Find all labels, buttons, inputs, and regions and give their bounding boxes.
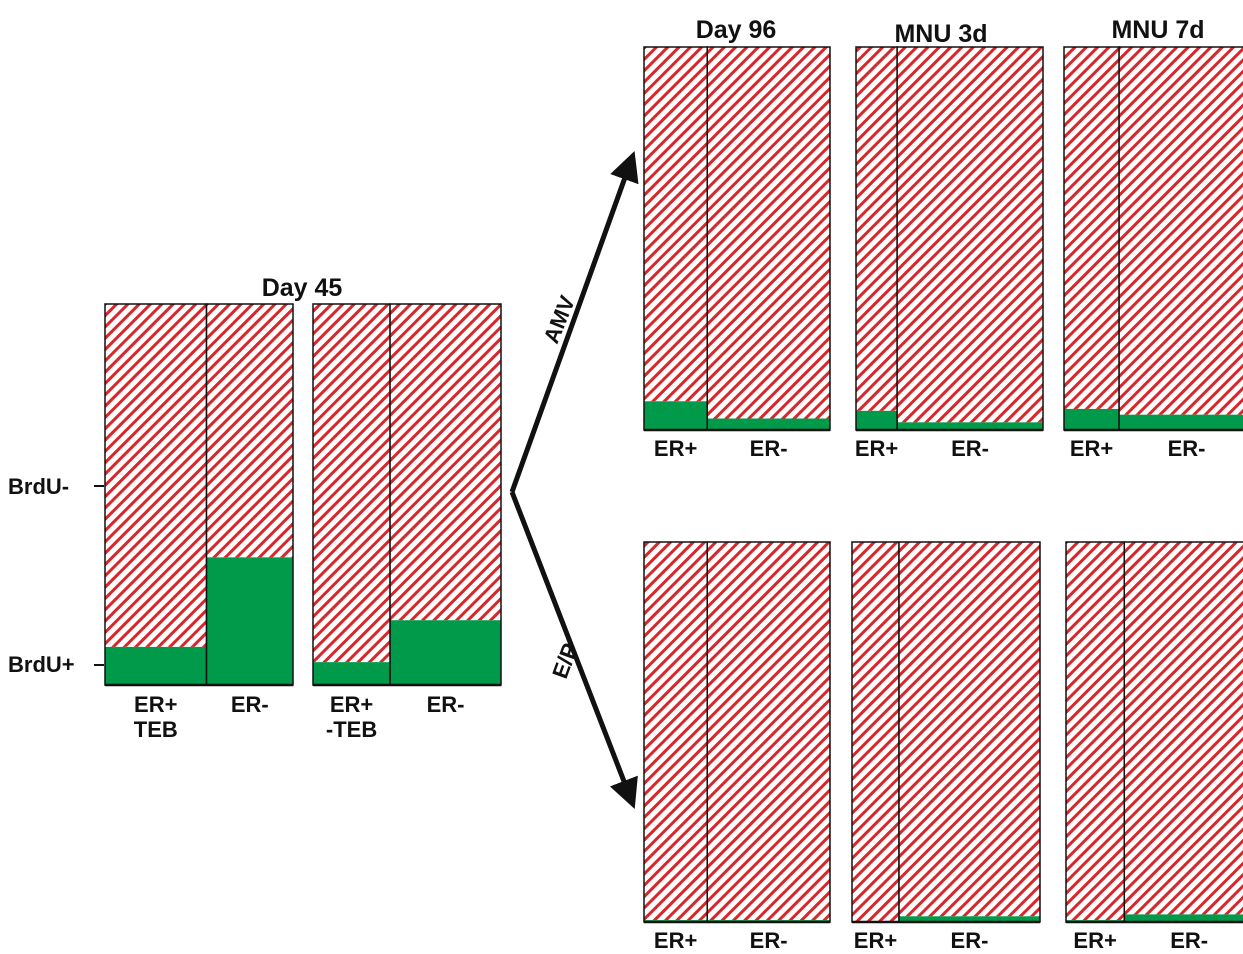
bar-brdu-positive (897, 422, 1043, 430)
panel-ep-mnu7d: ER+ ER- (1065, 541, 1243, 953)
bar-brdu-negative (856, 47, 898, 411)
column-label: ER- (1168, 436, 1206, 461)
column-label: ER- (951, 436, 989, 461)
bar-brdu-negative (707, 47, 830, 419)
bar-brdu-negative (707, 542, 830, 921)
panel-title: Day 45 (262, 274, 343, 302)
column-label: -TEB (326, 717, 377, 742)
bar-brdu-positive (206, 557, 293, 685)
column-label: ER- (750, 928, 788, 953)
column-label: ER- (427, 692, 465, 717)
bar-brdu-negative (105, 304, 207, 647)
column-label: ER- (750, 436, 788, 461)
bar-brdu-negative (1124, 542, 1243, 915)
panel-day45-teb: ER+TEB ER- Day 45 (104, 274, 343, 742)
arrow-ep (509, 491, 638, 809)
bar-brdu-positive (1124, 914, 1243, 922)
bar-brdu-positive (390, 620, 501, 685)
column-label: ER- (951, 928, 989, 953)
column-label: ER+ (134, 692, 177, 717)
column-label: ER+ (854, 928, 897, 953)
bar-brdu-positive (105, 646, 207, 685)
column-label: ER- (1170, 928, 1208, 953)
column-label: ER- (231, 692, 269, 717)
panel-ep-mnu3d: ER+ ER- (851, 541, 1041, 953)
column-label: ER+ (1073, 928, 1116, 953)
bar-brdu-negative (644, 47, 708, 402)
axis-label-brdu-positive: BrdU+ (8, 652, 75, 677)
bar-brdu-negative (390, 304, 501, 621)
panel-amv-day96: ER+ ER- Day 96 (643, 16, 831, 461)
arrow-label-ep: E/P (547, 640, 583, 682)
column-label: ER+ (1070, 436, 1113, 461)
bar-brdu-positive (707, 418, 830, 430)
column-label: ER+ (654, 436, 697, 461)
bar-brdu-negative (1119, 47, 1243, 415)
panel-title: MNU 7d (1111, 16, 1204, 44)
panel-amv-mnu7d: ER+ ER- MNU 7d (1063, 16, 1243, 461)
bar-brdu-negative (852, 542, 899, 922)
bar-brdu-negative (1066, 542, 1125, 921)
bar-brdu-negative (899, 542, 1040, 917)
bar-brdu-positive (899, 916, 1040, 922)
bar-brdu-negative (206, 304, 293, 558)
panel-ep-day96: ER+ ER- (643, 541, 831, 953)
bar-brdu-negative (313, 304, 391, 663)
bar-brdu-positive (644, 401, 708, 430)
bar-brdu-positive (1119, 414, 1243, 430)
column-label: ER+ (654, 928, 697, 953)
bar-brdu-positive (856, 410, 898, 430)
column-label: TEB (134, 717, 178, 742)
panel-title: Day 96 (696, 16, 777, 44)
panel-day45-nonteb: ER+-TEB ER- (312, 303, 502, 742)
arrow-amv (509, 150, 639, 493)
bar-brdu-positive (1064, 408, 1120, 430)
panel-amv-mnu3d: ER+ ER- MNU 3d (855, 20, 1044, 461)
bar-brdu-negative (1064, 47, 1120, 409)
panel-title: MNU 3d (894, 20, 987, 48)
bar-brdu-positive (313, 662, 391, 685)
branch-arrows (509, 150, 639, 809)
axis-label-brdu-negative: BrdU- (8, 474, 69, 499)
bar-brdu-negative (644, 542, 708, 921)
column-label: ER+ (330, 692, 373, 717)
column-label: ER+ (855, 436, 898, 461)
bar-brdu-negative (897, 47, 1043, 423)
